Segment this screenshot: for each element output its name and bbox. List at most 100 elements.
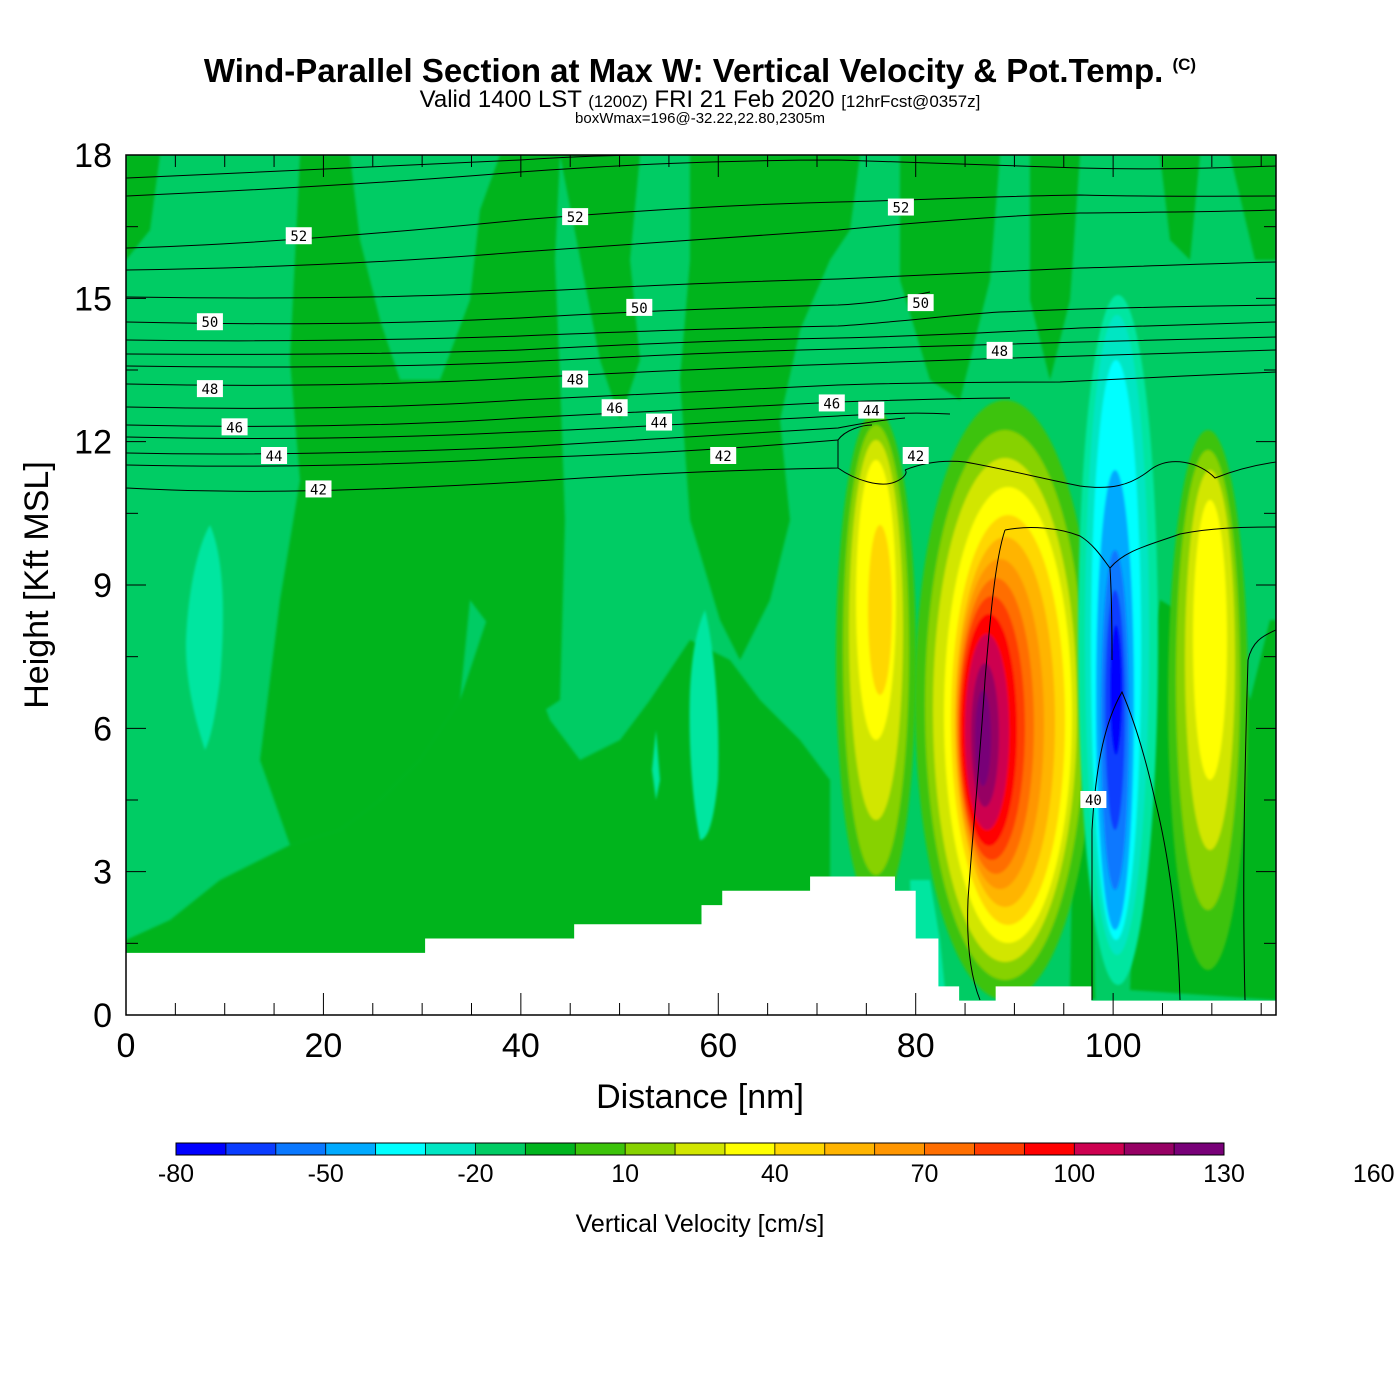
colorbar-swatch [1174, 1143, 1225, 1155]
colorbar-swatch [874, 1143, 926, 1155]
isentrope-label-bg [887, 198, 914, 216]
isentrope-label: 46 [601, 399, 628, 417]
isentrope-label: 42 [710, 447, 737, 465]
colorbar-tick-label: 70 [911, 1160, 939, 1188]
y-tick-label: 3 [93, 854, 112, 892]
isentrope-line [1109, 567, 1113, 661]
isentrope-line [126, 371, 1276, 409]
isentrope-label-bg [562, 370, 589, 388]
isentrope-label-bg [626, 298, 653, 316]
isentrope-line [126, 349, 1276, 386]
copyright-mark: (C) [1172, 55, 1197, 74]
isentrope-label-text: 46 [823, 396, 840, 412]
y-tick-label: 12 [74, 424, 112, 462]
isentrope-label-bg [562, 208, 589, 226]
x-tick-label: 0 [117, 1027, 136, 1065]
x-axis-title: Distance [nm] [596, 1078, 804, 1116]
colorbar-swatch [525, 1143, 576, 1155]
isentrope-label: 50 [626, 298, 653, 317]
isentrope-label-text: 44 [266, 449, 283, 465]
isentrope-line [967, 529, 1006, 1001]
isentrope-line [904, 460, 1276, 488]
colorbar-tick-label: -80 [158, 1160, 194, 1188]
isentrope-label: 48 [562, 370, 589, 389]
isentrope-label-bg [1080, 791, 1107, 808]
colorbar-tick-label: 160 [1353, 1160, 1395, 1188]
colorbar-swatch [475, 1143, 526, 1155]
isentrope-label-bg [818, 394, 845, 412]
x-tick-label: 40 [502, 1027, 540, 1065]
isentrope-label: 48 [196, 380, 223, 398]
isentrope-label: 44 [261, 447, 288, 465]
isentropes [126, 155, 1276, 1001]
colorbar-tick-label: 130 [1203, 1160, 1245, 1188]
colorbar-tick-label: 10 [611, 1160, 639, 1188]
isentrope-label-bg [646, 413, 673, 431]
colorbar-swatch [774, 1143, 826, 1155]
colorbar-swatch [225, 1143, 277, 1155]
downdraft-core-101nm [1078, 295, 1158, 985]
colorbar-tick-label: 100 [1053, 1160, 1095, 1188]
isentrope-label-text: 40 [1085, 793, 1102, 809]
colorbar-swatch [824, 1143, 876, 1155]
colorbar-swatch [176, 1143, 227, 1155]
title-text: Wind-Parallel Section at Max W: Vertical… [203, 52, 1164, 89]
isentrope-line [126, 159, 1276, 197]
isentrope-label: 50 [907, 294, 934, 312]
x-axis: 0 20 40 60 80 100 [117, 155, 1262, 1065]
isentrope-label-bg [907, 294, 934, 312]
isentrope-label-bg [221, 418, 248, 436]
isentrope-line [126, 304, 1276, 342]
isentrope-label-text: 42 [715, 449, 732, 465]
isentrope-label-bg [196, 313, 223, 331]
colorbar-swatch [974, 1143, 1025, 1155]
isentrope-label: 52 [562, 208, 589, 226]
updraft-core-110nm [1168, 430, 1248, 970]
y-tick-label: 15 [74, 280, 112, 318]
valid-date: FRI 21 Feb 2020 [654, 86, 835, 113]
velocity-field: 52 52 52 50 50 50 48 48 48 46 46 46 44 44 44 42 42 42 40 [126, 155, 1276, 1015]
isentrope-line [837, 467, 907, 485]
colorbar-tick-label: -50 [308, 1160, 344, 1188]
isentrope-label-bg [601, 399, 628, 417]
isentrope-line [126, 261, 1276, 299]
colorbar-swatch [375, 1143, 427, 1155]
isentrope-label: 40 [1080, 791, 1107, 809]
isentrope-line [126, 321, 1276, 355]
colorbar-tick-label: 40 [761, 1160, 789, 1188]
isentrope-label: 42 [902, 447, 929, 465]
colorbar-swatch [1074, 1143, 1125, 1155]
colorbar-swatch [675, 1143, 726, 1155]
isentrope-label-bg [305, 480, 332, 498]
isentrope-label-text: 52 [290, 229, 307, 245]
y-tick-label: 9 [93, 567, 112, 605]
y-tick-label: 18 [74, 137, 112, 175]
isentrope-line [1004, 526, 1276, 569]
updraft-core-87nm [915, 400, 1095, 1000]
isentrope-label: 48 [986, 341, 1013, 360]
forecast-info: [12hrFcst@0357z] [841, 92, 981, 111]
isentrope-line [126, 194, 1276, 249]
isentrope-label: 44 [646, 413, 673, 432]
isentrope-label-text: 42 [310, 482, 327, 498]
valid-prefix: Valid 1400 LST [419, 86, 582, 113]
isentrope-label-bg [986, 341, 1013, 359]
isentrope-label-text: 44 [651, 416, 668, 432]
isentrope-label-bg [196, 380, 223, 398]
isentrope-label: 52 [887, 198, 914, 217]
isentrope-label-text: 52 [892, 201, 909, 217]
colorbar-swatch [1024, 1143, 1075, 1155]
isentrope-label-text: 52 [567, 210, 584, 226]
x-tick-label: 80 [897, 1027, 935, 1065]
colorbar-title: Vertical Velocity [cm/s] [576, 1210, 825, 1238]
colorbar-swatch [325, 1143, 377, 1155]
isentrope-line [126, 336, 1276, 368]
colorbar-frame [175, 1142, 1225, 1156]
isentrope-label-bg [285, 227, 312, 245]
isentrope-label: 50 [196, 313, 223, 331]
colorbar-swatch [924, 1143, 975, 1155]
isentrope-line [126, 424, 873, 492]
colorbar-swatch [724, 1143, 776, 1155]
colorbar-tick-label: -20 [457, 1160, 493, 1188]
